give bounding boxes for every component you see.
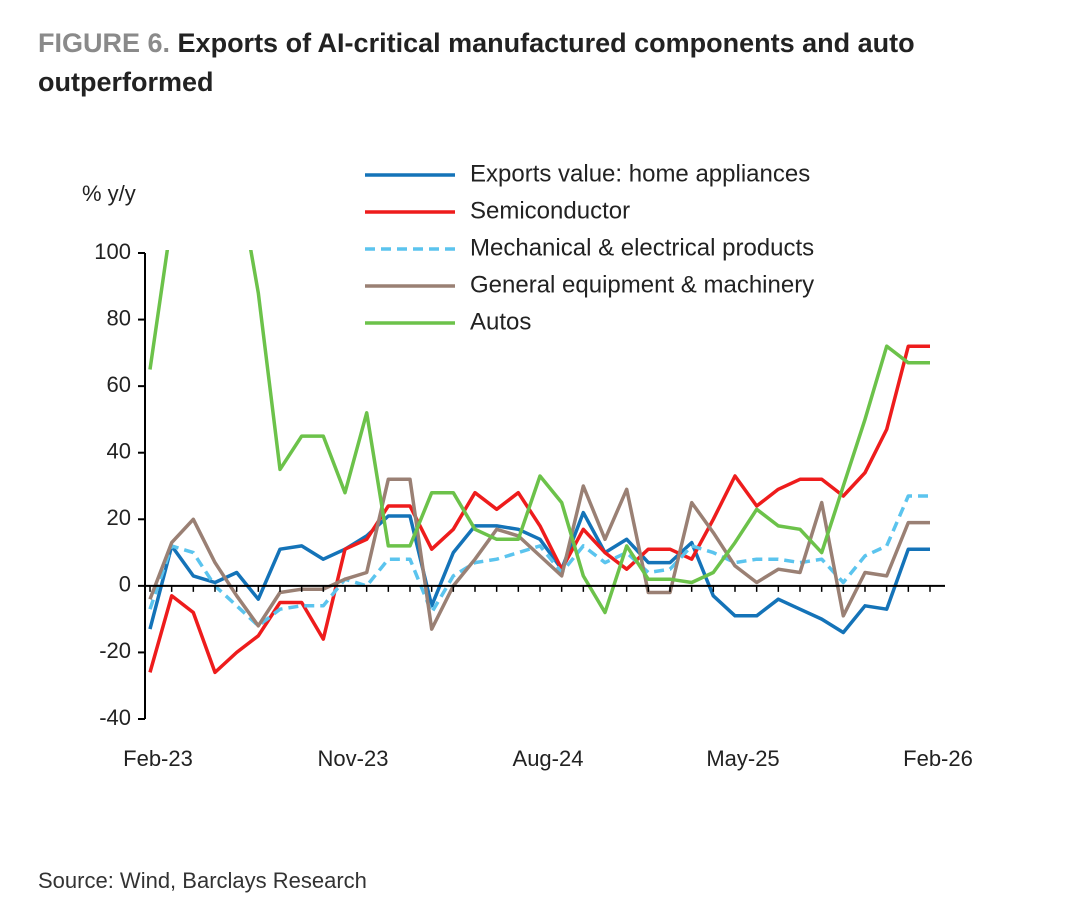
series-line (148, 250, 930, 615)
title-text: Exports of AI-critical manufactured comp… (178, 28, 915, 58)
y-tick-label: -20 (99, 638, 131, 663)
x-tick-label: May-25 (706, 746, 779, 771)
legend-label: Semiconductor (470, 197, 630, 224)
figure-label: FIGURE 6. (38, 28, 170, 58)
y-tick-label: 0 (119, 572, 131, 597)
chart-title-line2: outperformed (38, 67, 214, 97)
series-line (148, 477, 930, 631)
series-line (148, 344, 930, 675)
legend-label: Mechanical & electrical products (470, 234, 814, 261)
plot-lines (148, 250, 930, 675)
y-tick-label: 40 (107, 439, 131, 464)
chart-title: FIGURE 6. Exports of AI-critical manufac… (38, 28, 915, 58)
y-tick-label: 80 (107, 305, 131, 330)
x-tick-label: Feb-26 (903, 746, 973, 771)
x-tick-label: Nov-23 (318, 746, 389, 771)
legend-label: General equipment & machinery (470, 271, 814, 298)
y-tick-label: -40 (99, 705, 131, 730)
y-axis-label: % y/y (82, 181, 136, 206)
x-tick-label: Aug-24 (513, 746, 584, 771)
legend-label: Exports value: home appliances (470, 160, 810, 187)
y-tick-label: 100 (94, 239, 131, 264)
x-tick-label: Feb-23 (123, 746, 193, 771)
legend-label: Autos (470, 308, 531, 335)
source: Source: Wind, Barclays Research (38, 868, 367, 893)
y-tick-label: 60 (107, 372, 131, 397)
series-line (148, 510, 930, 635)
y-tick-label: 20 (107, 505, 131, 530)
series-line (148, 494, 930, 628)
